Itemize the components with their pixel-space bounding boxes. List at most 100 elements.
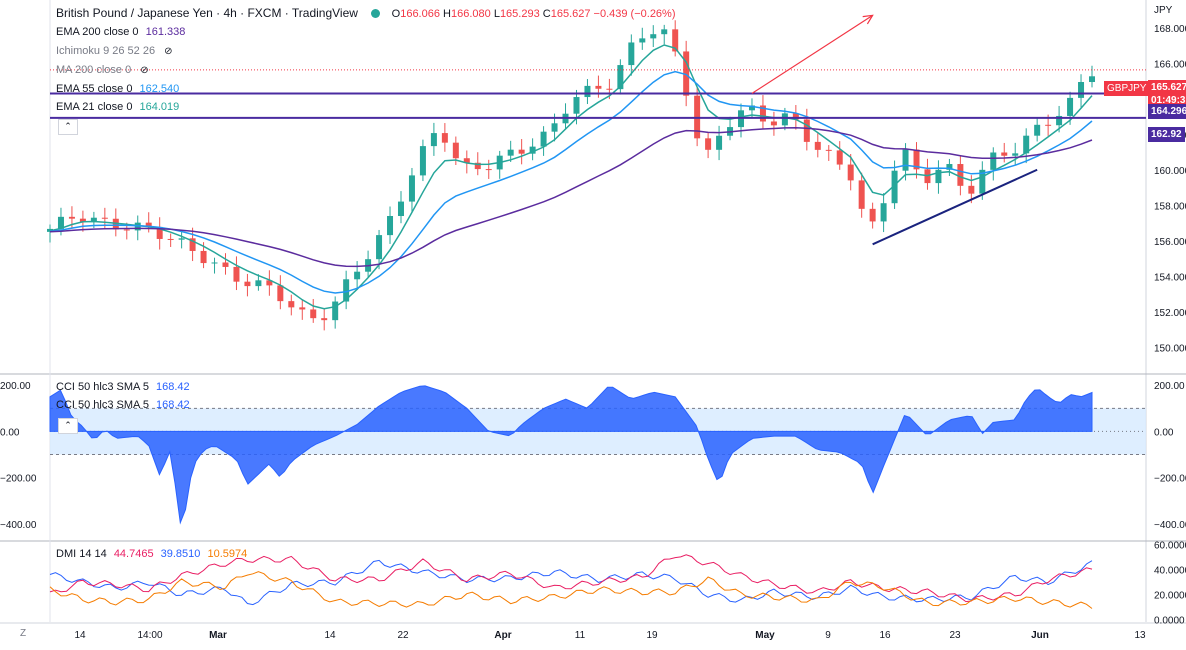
candle-body	[1067, 97, 1074, 116]
price-tick-label: 160.000	[1154, 166, 1186, 177]
candle-body	[419, 146, 426, 176]
legend-ema21[interactable]: EMA 21 close 0 164.019	[56, 101, 179, 113]
legend-cci-2[interactable]: CCI 50 hlc3 SMA 5 168.42	[56, 399, 190, 411]
candle-body	[211, 262, 218, 264]
candle-body	[288, 301, 295, 308]
candle-body	[474, 162, 481, 170]
candle-body	[408, 175, 415, 202]
symbol-tag: GBPJPY	[1104, 81, 1150, 96]
ohlc-open: 166.066	[400, 8, 440, 20]
level2-tag: 162.92	[1148, 127, 1185, 142]
legend-ichimoku[interactable]: Ichimoku 9 26 52 26 ⊘	[56, 45, 173, 57]
candle-body	[343, 279, 350, 302]
cci-tick-label-left: 200.00	[0, 381, 31, 392]
candle-body	[935, 169, 942, 184]
collapse-legend-button[interactable]: ⌃	[58, 119, 78, 135]
collapse-cci-button[interactable]: ⌃	[58, 418, 78, 434]
candle-body	[979, 169, 986, 194]
chart-title[interactable]: British Pound / Japanese Yen · 4h · FXCM…	[56, 6, 358, 20]
candle-body	[463, 158, 470, 163]
time-tick-label: 22	[397, 630, 409, 641]
candle-body	[858, 180, 865, 209]
candle-body	[156, 226, 163, 239]
time-tick-label: 11	[575, 630, 586, 641]
ema21-line	[49, 44, 1093, 310]
candle-body	[759, 105, 766, 122]
time-tick-label: 14:00	[137, 630, 162, 641]
ohlc-close-key: C	[542, 8, 551, 20]
eye-off-icon[interactable]: ⊘	[140, 65, 149, 76]
dmi-line-0	[49, 559, 1093, 606]
candle-body	[748, 105, 755, 111]
candle-body	[68, 216, 75, 219]
candle-body	[376, 235, 383, 260]
candle-body	[397, 201, 404, 217]
candle-body	[946, 164, 953, 170]
time-tick-label: 14	[74, 630, 86, 641]
candle-body	[1078, 82, 1085, 98]
candle-body	[123, 229, 130, 231]
cci-tick-label: 200.00	[1154, 381, 1185, 392]
cci-tick-label: −400.00	[1154, 520, 1186, 531]
z-button[interactable]: Z	[20, 628, 27, 639]
price-tick-label: 168.000	[1154, 24, 1186, 35]
candle-body	[101, 217, 108, 219]
candle-body	[321, 318, 328, 321]
ohlc-open-key: O	[391, 8, 401, 20]
candle-body	[90, 217, 97, 223]
candle-body	[650, 34, 657, 39]
level1-tag: 164.296	[1148, 104, 1186, 119]
time-tick-label: 13	[1134, 630, 1146, 641]
last-price-tag: 165.627 01:49:3	[1148, 80, 1186, 108]
candle-body	[189, 238, 196, 251]
candle-body	[628, 42, 635, 66]
candle-body	[1045, 124, 1052, 126]
candle-body	[683, 51, 690, 96]
legend-ema200-value: 161.338	[145, 26, 186, 38]
candle-body	[869, 208, 876, 222]
candle-body	[112, 218, 119, 230]
candle-body	[968, 185, 975, 194]
candle-body	[573, 97, 580, 114]
candle-body	[178, 238, 185, 240]
cci-tick-label-left: −400.00	[0, 520, 37, 531]
cci-area	[49, 385, 1093, 525]
legend-ema55[interactable]: EMA 55 close 0 162.540	[56, 83, 179, 95]
candle-body	[803, 119, 810, 142]
candle-body	[79, 218, 86, 223]
candle-body	[485, 169, 492, 171]
candle-body	[814, 141, 821, 150]
ohlc-low-key: L	[493, 8, 500, 20]
legend-dmi[interactable]: DMI 14 14 44.7465 39.8510 10.5974	[56, 548, 247, 560]
candle-body	[1001, 152, 1008, 156]
legend-ma200[interactable]: MA 200 close 0 ⊘	[56, 64, 149, 76]
cci-tick-label: 0.00	[1154, 427, 1174, 438]
candle-body	[781, 113, 788, 126]
candle-body	[891, 170, 898, 204]
legend-cci[interactable]: CCI 50 hlc3 SMA 5 168.42	[56, 381, 190, 393]
legend-ichimoku-label: Ichimoku 9 26 52 26	[56, 45, 156, 57]
legend-ema21-label: EMA 21 close 0	[56, 101, 133, 113]
candle-body	[1034, 124, 1041, 136]
candle-body	[145, 222, 152, 227]
candle-body	[299, 307, 306, 310]
dmi-line-1	[49, 554, 1093, 603]
eye-off-icon[interactable]: ⊘	[164, 46, 173, 57]
candle-body	[880, 203, 887, 222]
ohlc-change: −0.439 (−0.26%)	[593, 8, 676, 20]
price-tick-label: 152.000	[1154, 308, 1186, 319]
legend-ema200[interactable]: EMA 200 close 0 161.338	[56, 26, 185, 38]
candle-body	[387, 216, 394, 236]
candle-body	[167, 238, 174, 240]
candle-body	[606, 88, 613, 90]
candle-body	[957, 164, 964, 186]
candle-body	[222, 262, 229, 267]
price-tick-label: 158.000	[1154, 201, 1186, 212]
candle-body	[990, 152, 997, 170]
candle-body	[1089, 76, 1095, 83]
time-tick-label: Mar	[209, 630, 227, 641]
ohlc-readout: O166.066 H166.080 L165.293 C165.627 −0.4…	[392, 8, 676, 20]
market-status-icon[interactable]	[371, 9, 381, 18]
ohlc-high: 166.080	[450, 8, 491, 20]
